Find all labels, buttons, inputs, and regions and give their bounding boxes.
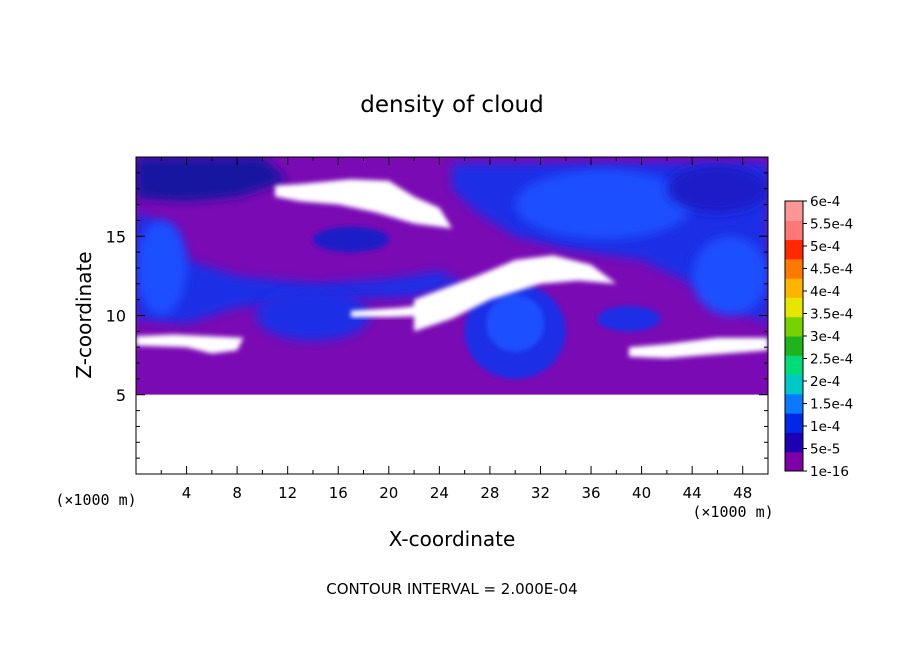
colorbar-swatch (785, 374, 803, 395)
colorbar-swatch (785, 413, 803, 433)
x-tick-label: 32 (531, 484, 550, 502)
x-tick-label: 36 (581, 484, 600, 502)
right-gap-region (628, 337, 768, 359)
upper-mid-dark-patch (312, 226, 389, 253)
x-unit-label: (×1000 m) (692, 503, 773, 521)
x-tick-label: 48 (733, 484, 752, 502)
colorbar-swatch (785, 316, 803, 337)
mid-gap-sliver (350, 302, 440, 318)
no-cloud-lower-region (136, 394, 768, 474)
y-tick-label: 15 (106, 227, 126, 246)
x-tick-label: 20 (379, 484, 398, 502)
x-tick-label: 16 (329, 484, 348, 502)
colorbar-swatch (785, 451, 803, 472)
upper-left-dark-band (136, 157, 288, 202)
colorbar-label: 4.5e-4 (810, 262, 853, 278)
colorbar-swatch (785, 355, 803, 376)
colorbar-swatch (785, 336, 803, 356)
colorbar-swatch (785, 393, 803, 414)
colorbar-label: 2e-4 (810, 374, 840, 390)
upper-right-light-blue (515, 169, 693, 240)
x-tick-label: 24 (430, 484, 449, 502)
colorbar-swatch (785, 220, 803, 241)
colorbar-label: 5e-4 (810, 239, 840, 255)
colorbar-label: 5.5e-4 (810, 217, 853, 233)
y-axis-label: Z-coordinate (72, 251, 96, 378)
y-tick-label: 10 (106, 307, 126, 326)
colorbar-label: 2.5e-4 (810, 352, 853, 368)
chart-title: density of cloud (360, 92, 543, 118)
upper-gap-region (275, 179, 452, 229)
left-gap-region (136, 334, 244, 354)
colorbar-label: 6e-4 (810, 194, 840, 210)
left-mid-blue-region (136, 212, 465, 324)
x-tick-label: 44 (683, 484, 702, 502)
upper-right-dark-edge (666, 164, 768, 213)
x-tick-label: 12 (278, 484, 297, 502)
x-axis-ticks: 4 8 12 16 20 24 28 32 36 40 44 48 (160, 157, 752, 502)
colorbar: 6e-4 5.5e-4 5e-4 4.5e-4 4e-4 3.5e-4 3e-4 2.5e-4… (784, 194, 853, 480)
right-edge-light-blue (692, 236, 768, 316)
x-axis-label: X-coordinate (389, 527, 516, 551)
colorbar-swatch (785, 258, 803, 279)
colorbar-label: 1e-16 (810, 464, 849, 480)
right-small-blue-blob (597, 305, 661, 332)
x-tick-label: 8 (232, 484, 242, 502)
central-gap-region (414, 255, 617, 332)
x-tick-label: 40 (632, 484, 651, 502)
contour-interval-note: CONTOUR INTERVAL = 2.000E-04 (326, 580, 577, 598)
colorbar-swatch (785, 201, 803, 221)
colorbar-label: 1.5e-4 (810, 397, 853, 413)
left-edge-light-blue (136, 220, 187, 316)
colorbar-swatch (785, 297, 803, 318)
y-tick-label: 5 (116, 386, 126, 405)
colorbar-label: 4e-4 (810, 284, 840, 300)
colorbar-label: 5e-5 (810, 442, 840, 458)
colorbar-swatch (785, 432, 803, 453)
y-axis-ticks: 5 10 15 (106, 172, 768, 459)
cloud-density-field (136, 157, 768, 474)
colorbar-label: 3.5e-4 (810, 307, 853, 323)
colorbar-swatch (785, 278, 803, 298)
y-unit-label: (×1000 m) (55, 491, 136, 509)
mid-blue-blob (256, 290, 370, 341)
colorbar-label: 1e-4 (810, 419, 840, 435)
x-tick-label: 4 (182, 484, 192, 502)
colorbar-label: 3e-4 (810, 329, 840, 345)
colorbar-swatch (785, 239, 803, 260)
x-tick-label: 28 (480, 484, 499, 502)
central-light-blue-core (486, 294, 545, 352)
